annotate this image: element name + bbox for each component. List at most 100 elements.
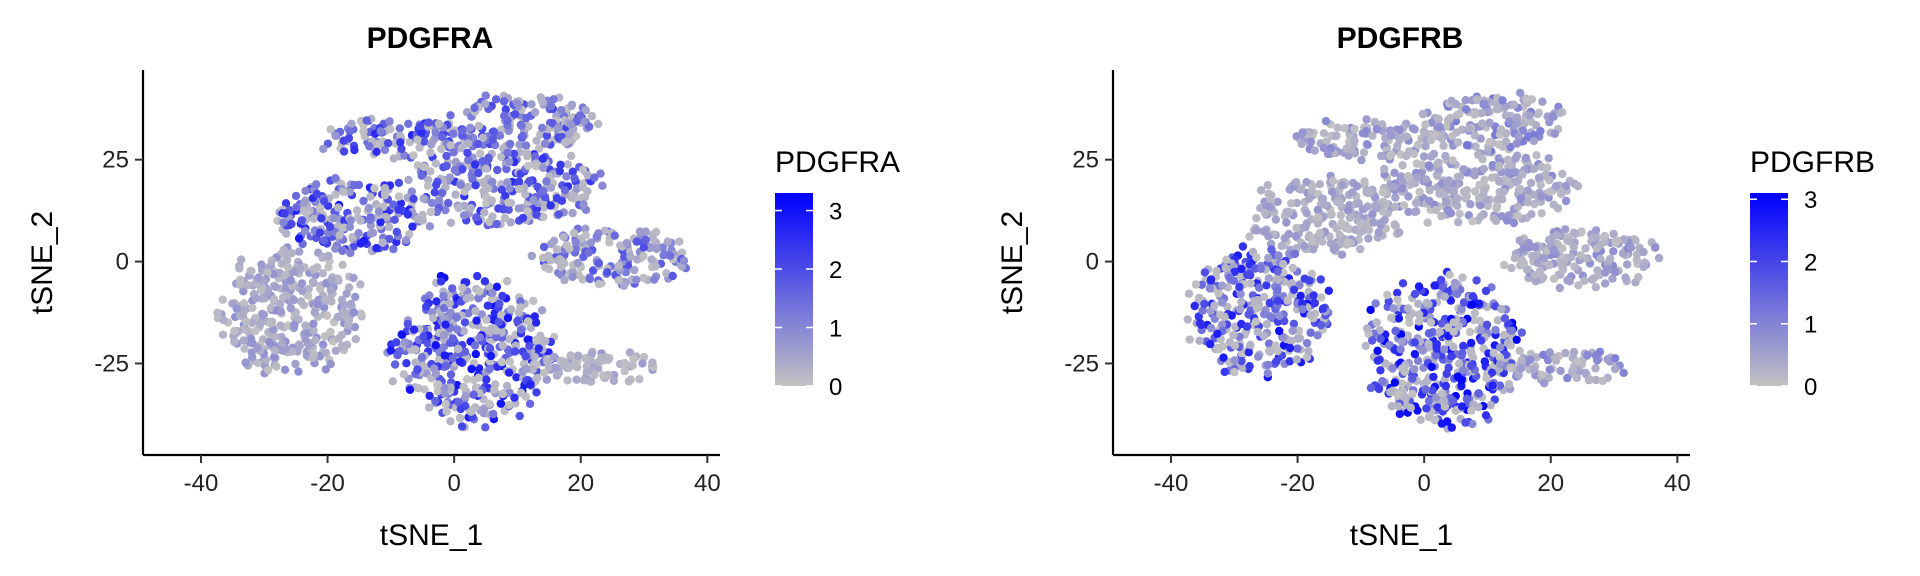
cluster-right-tail	[1495, 347, 1628, 388]
cell-point	[1514, 370, 1523, 380]
cell-point	[597, 353, 606, 363]
cell-point	[1519, 259, 1529, 268]
cell-point	[321, 348, 331, 358]
cell-point	[1252, 304, 1262, 313]
cell-point	[1523, 265, 1532, 274]
cell-point	[407, 187, 416, 196]
cell-point	[1363, 188, 1372, 198]
cell-point	[1425, 186, 1435, 195]
cell-point	[1277, 241, 1286, 251]
cell-point	[1366, 305, 1375, 315]
cell-point	[1453, 194, 1462, 203]
cell-point	[1362, 324, 1372, 333]
cell-point	[569, 228, 579, 238]
cell-point	[1424, 329, 1434, 338]
cell-point	[444, 198, 453, 208]
cell-point	[415, 143, 424, 152]
cell-point	[526, 323, 536, 332]
cell-point	[485, 364, 494, 374]
cell-point	[1591, 226, 1601, 235]
cell-point	[432, 297, 441, 306]
cell-point	[1608, 274, 1617, 283]
cell-point	[521, 392, 530, 401]
cell-point	[1548, 112, 1557, 121]
cell-point	[319, 144, 328, 154]
cell-point	[218, 330, 228, 339]
cell-point	[486, 351, 496, 361]
cell-point	[1471, 142, 1480, 151]
cell-point	[639, 352, 649, 362]
cell-point	[512, 373, 521, 382]
cell-point	[1447, 96, 1456, 106]
cell-point	[1437, 389, 1447, 398]
cell-point	[1455, 209, 1464, 219]
cell-point	[434, 356, 444, 365]
cell-point	[345, 222, 355, 231]
cell-point	[396, 131, 405, 141]
cell-point	[561, 138, 570, 147]
cell-point	[510, 347, 520, 356]
cell-point	[1319, 129, 1329, 138]
cell-point	[1632, 250, 1642, 259]
cell-point	[380, 184, 390, 193]
cluster-right	[527, 224, 690, 290]
cell-point	[1561, 196, 1571, 206]
cell-point	[1530, 271, 1539, 280]
cell-point	[1470, 131, 1480, 140]
cell-point	[531, 161, 541, 171]
cell-point	[494, 318, 503, 327]
cell-point	[1338, 181, 1347, 190]
cell-point	[1435, 327, 1445, 336]
cell-point	[470, 160, 480, 169]
cell-point	[1217, 320, 1227, 329]
cell-point	[253, 358, 263, 368]
cell-point	[1466, 200, 1475, 209]
cell-point	[1306, 137, 1316, 146]
plot-title: PDGFRB	[1337, 22, 1464, 55]
cell-point	[1516, 194, 1526, 203]
cell-point	[1185, 335, 1194, 344]
cell-point	[1467, 361, 1476, 370]
cell-point	[501, 105, 510, 114]
cell-point	[478, 133, 487, 143]
cell-point	[413, 214, 422, 224]
cell-point	[1517, 356, 1526, 365]
cell-point	[1217, 298, 1227, 307]
cell-point	[1512, 335, 1521, 344]
cell-point	[1396, 172, 1406, 182]
cell-point	[1200, 268, 1210, 277]
cell-point	[581, 224, 590, 233]
cell-point	[620, 358, 629, 368]
cell-point	[442, 151, 451, 161]
cell-point	[327, 275, 336, 284]
cell-point	[1549, 274, 1559, 283]
x-axis-title: tSNE_1	[1350, 519, 1453, 552]
cell-point	[1496, 125, 1506, 134]
cell-point	[1423, 218, 1432, 227]
cell-point	[1283, 296, 1292, 305]
cell-point	[1482, 320, 1492, 329]
cell-point	[281, 291, 291, 300]
cell-point	[475, 333, 485, 342]
cell-point	[253, 343, 262, 352]
cell-point	[1428, 386, 1437, 395]
colorbar-label: 2	[829, 257, 842, 284]
cell-point	[378, 238, 387, 247]
cell-point	[441, 205, 450, 215]
cell-point	[1288, 263, 1298, 273]
cell-point	[1549, 245, 1558, 255]
cell-point	[1601, 279, 1610, 288]
cell-point	[1477, 336, 1486, 345]
cell-point	[1391, 326, 1400, 336]
cell-point	[335, 231, 344, 240]
cell-point	[403, 319, 412, 329]
cluster-top-center	[1418, 88, 1567, 157]
cell-point	[1398, 279, 1408, 288]
cell-point	[1403, 331, 1413, 340]
cell-point	[1476, 326, 1486, 335]
cell-point	[445, 173, 455, 182]
cell-point	[1293, 334, 1302, 343]
cell-point	[453, 325, 462, 334]
cell-point	[1337, 218, 1346, 228]
cell-point	[281, 199, 291, 208]
